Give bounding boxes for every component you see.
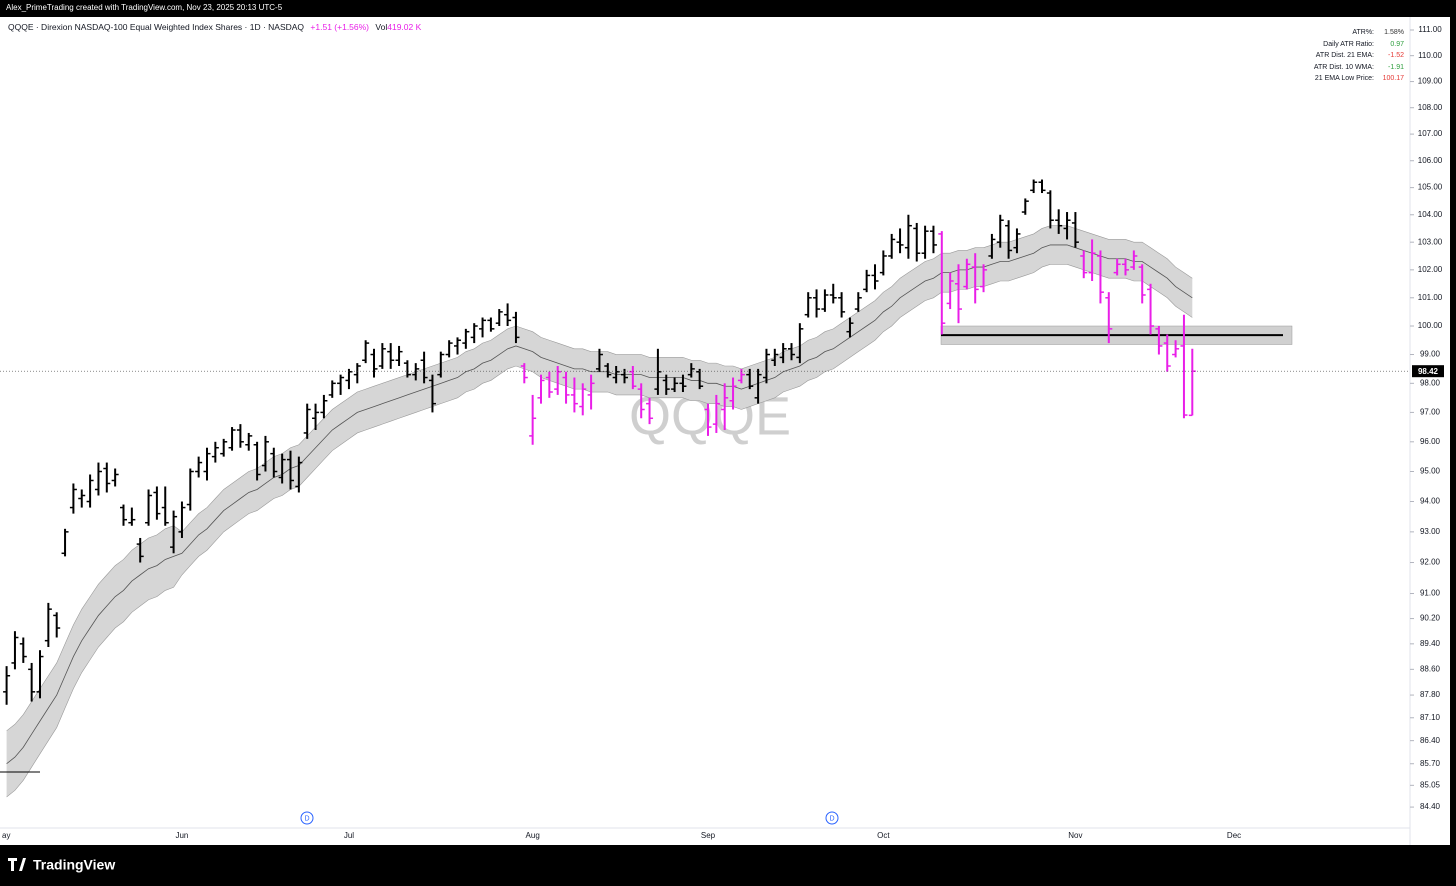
- stats-row: ATR Dist. 10 WMA: -1.91: [1314, 62, 1404, 74]
- stats-value: 0.97: [1390, 40, 1404, 48]
- stats-value: 1.58%: [1384, 29, 1404, 36]
- y-tick-label: 90.20: [1420, 614, 1441, 623]
- y-tick-label: 101.00: [1418, 293, 1443, 302]
- dividend-label: D: [304, 815, 309, 822]
- y-tick-label: 87.10: [1420, 713, 1441, 722]
- y-tick-label: 105.00: [1418, 183, 1443, 192]
- y-tick-label: 109.00: [1418, 77, 1443, 86]
- stats-label: Daily ATR Ratio:: [1323, 40, 1374, 48]
- plot: 111.00 110.00 109.00 108.00 107.00 106.00 105.…: [0, 25, 1444, 840]
- dividend-circle: [300, 811, 314, 825]
- stats-value: -1.91: [1388, 63, 1404, 71]
- band-lower: [6, 263, 1193, 798]
- stats-table: ATR%: 1.58% Daily ATR Ratio: 0.97 ATR Dist. …: [1314, 27, 1404, 85]
- y-tick-label: 104.00: [1418, 210, 1443, 219]
- x-tick-label: Oct: [877, 831, 890, 840]
- y-tick-label: 102.00: [1418, 265, 1443, 274]
- y-tick-label: 106.00: [1418, 156, 1443, 165]
- y-tick-label: 107.00: [1418, 129, 1443, 138]
- y-tick-label: 96.00: [1420, 437, 1441, 446]
- tradingview-logo: TradingView: [8, 857, 115, 873]
- stats-label: ATR%:: [1352, 29, 1374, 36]
- y-tick-label: 100.00: [1418, 321, 1443, 330]
- y-tick-label: 85.70: [1420, 759, 1441, 768]
- stats-row: 21 EMA Low Price: 100.17: [1314, 73, 1404, 85]
- y-tick-label: 99.00: [1420, 350, 1441, 359]
- x-tick-label: Dec: [1227, 831, 1241, 840]
- last-price-box: [1412, 365, 1444, 378]
- stats-value: -1.52: [1388, 52, 1404, 59]
- y-tick-label: 103.00: [1418, 237, 1443, 246]
- x-tick-label: ay: [2, 831, 10, 840]
- stats-row: ATR Dist. 21 EMA: -1.52: [1314, 50, 1404, 62]
- x-tick-label: Nov: [1068, 831, 1082, 840]
- y-tick-label: 88.60: [1420, 664, 1441, 673]
- dividend-label: D: [829, 815, 834, 822]
- last-price-label: 98.42: [1418, 367, 1439, 376]
- ema-band: [6, 225, 1193, 798]
- stats-value: 100.17: [1382, 75, 1404, 82]
- y-tick-label: 98.00: [1420, 378, 1441, 387]
- y-tick-label: 110.00: [1418, 51, 1442, 60]
- x-tick-label: Aug: [526, 831, 540, 840]
- y-tick-label: 108.00: [1418, 103, 1443, 112]
- footer-brand: TradingView: [33, 857, 115, 873]
- y-tick-label: 92.00: [1420, 558, 1441, 567]
- x-tick-label: Jun: [175, 831, 188, 840]
- stats-label: ATR Dist. 21 EMA:: [1315, 52, 1374, 59]
- volume: 419.02 K: [387, 22, 422, 32]
- symbol: QQQE · Direxion NASDAQ-100 Equal Weighte…: [8, 22, 305, 32]
- dividend-circle: [825, 811, 839, 825]
- y-tick-label: 86.40: [1420, 736, 1441, 745]
- stats-row: Daily ATR Ratio: 0.97: [1314, 39, 1404, 51]
- stats-label: 21 EMA Low Price:: [1314, 75, 1374, 82]
- y-tick-label: 91.00: [1420, 589, 1441, 598]
- stats-label: ATR Dist. 10 WMA:: [1313, 63, 1374, 71]
- credit: Alex_PrimeTrading created with TradingVi…: [6, 3, 283, 12]
- dividend-marker: D: [300, 811, 314, 825]
- y-tick-label: 94.00: [1420, 497, 1441, 506]
- y-tick-label: 97.00: [1420, 408, 1441, 417]
- ema-line: [6, 244, 1193, 765]
- dividend-marker: D: [825, 811, 839, 825]
- change: +1.51 (+1.56%): [310, 22, 370, 32]
- stats-row: ATR%: 1.58%: [1314, 27, 1404, 39]
- y-tick-label: 87.80: [1420, 690, 1441, 699]
- volume-label: Vol: [375, 22, 388, 32]
- chart-area: [0, 17, 1450, 845]
- y-tick-label: 93.00: [1420, 527, 1441, 536]
- legend: QQQE · Direxion NASDAQ-100 Equal Weighte…: [8, 22, 421, 32]
- y-tick-label: 84.40: [1420, 802, 1441, 811]
- y-tick-label: 89.40: [1420, 639, 1441, 648]
- y-tick-label: 85.05: [1420, 780, 1441, 789]
- x-tick-label: Jul: [344, 831, 354, 840]
- y-tick-label: 95.00: [1420, 467, 1441, 476]
- logo-icon: [8, 858, 26, 871]
- x-tick-label: Sep: [701, 831, 716, 840]
- y-tick-label: 111.00: [1418, 25, 1442, 34]
